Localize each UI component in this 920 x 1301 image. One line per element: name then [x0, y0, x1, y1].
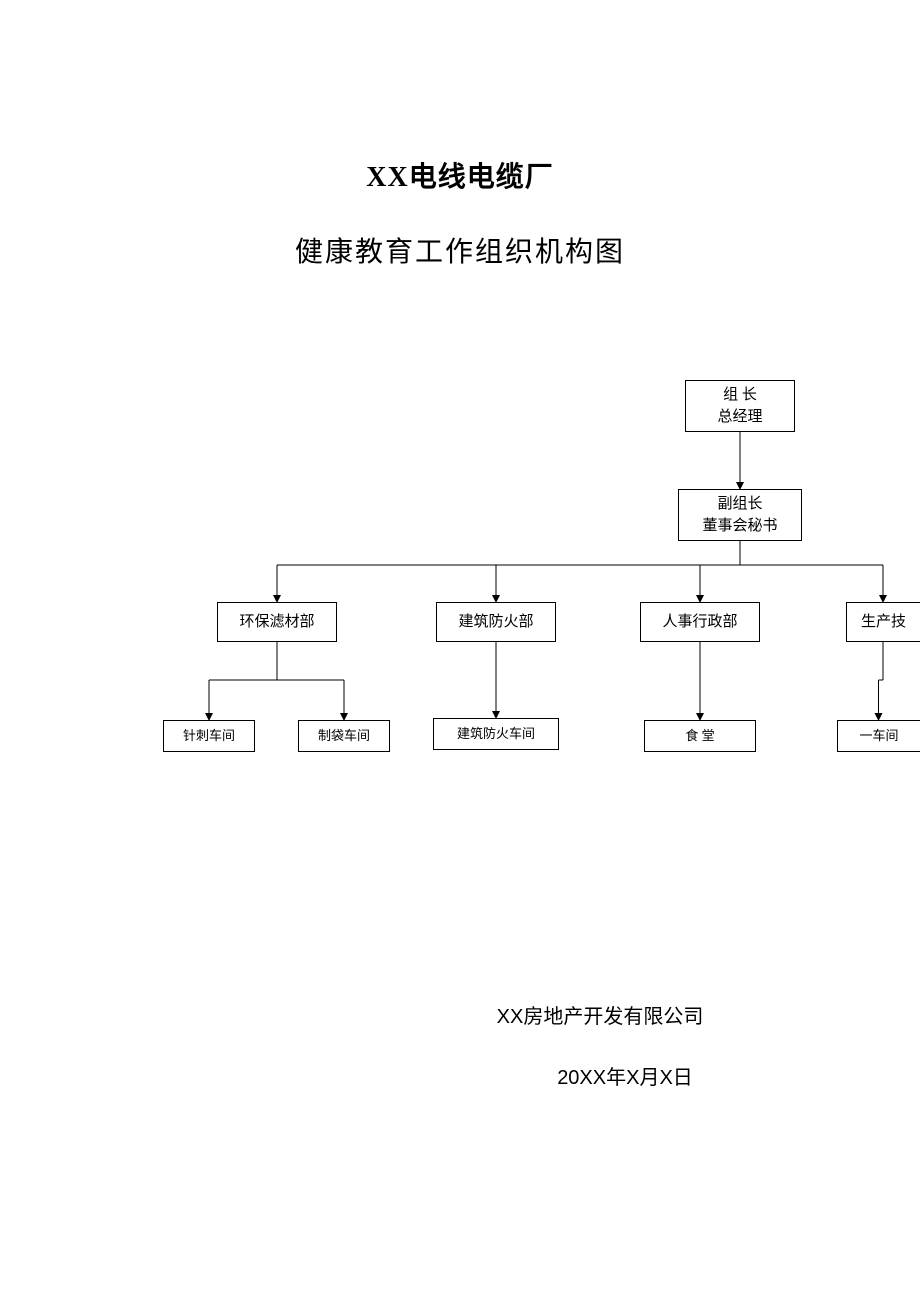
org-node-label: 组 长: [723, 384, 757, 407]
org-node-ws4: 食 堂: [644, 720, 756, 752]
org-node-label: 建筑防火车间: [457, 724, 535, 744]
org-node-deputy: 副组长董事会秘书: [678, 489, 802, 541]
org-node-ws3: 建筑防火车间: [433, 718, 559, 750]
org-node-label: 针刺车间: [183, 726, 235, 746]
org-node-dept1: 环保滤材部: [217, 602, 337, 642]
org-node-label: 副组长: [717, 493, 762, 516]
org-node-ws2: 制袋车间: [298, 720, 390, 752]
document-title-1: XX电线电缆厂: [0, 155, 920, 195]
org-node-label: 制袋车间: [318, 726, 370, 746]
org-node-label: 建筑防火部: [458, 611, 533, 634]
org-node-label: 人事行政部: [662, 611, 737, 634]
footer-section: XX房地产开发有限公司 20XX年X月X日: [0, 1000, 920, 1090]
org-node-ws1: 针刺车间: [163, 720, 255, 752]
footer-date: 20XX年X月X日: [330, 1061, 920, 1090]
org-node-label: 环保滤材部: [239, 611, 314, 634]
org-node-dept3: 人事行政部: [640, 602, 760, 642]
footer-company: XX房地产开发有限公司: [280, 1000, 920, 1029]
org-node-label: 董事会秘书: [702, 515, 777, 538]
org-node-dept4: 生产技: [846, 602, 920, 642]
org-chart-diagram: 组 长总经理副组长董事会秘书环保滤材部建筑防火部人事行政部生产技针刺车间制袋车间…: [0, 370, 920, 820]
org-node-label: 一车间: [859, 726, 898, 746]
org-node-label: 生产技: [861, 611, 906, 634]
org-node-label: 总经理: [717, 406, 762, 429]
org-node-dept2: 建筑防火部: [436, 602, 556, 642]
org-node-root: 组 长总经理: [685, 380, 795, 432]
org-chart-edges: [0, 370, 920, 820]
document-title-2: 健康教育工作组织机构图: [0, 230, 920, 270]
org-node-ws5: 一车间: [837, 720, 920, 752]
org-node-label: 食 堂: [685, 726, 714, 746]
title-section: XX电线电缆厂 健康教育工作组织机构图: [0, 0, 920, 270]
